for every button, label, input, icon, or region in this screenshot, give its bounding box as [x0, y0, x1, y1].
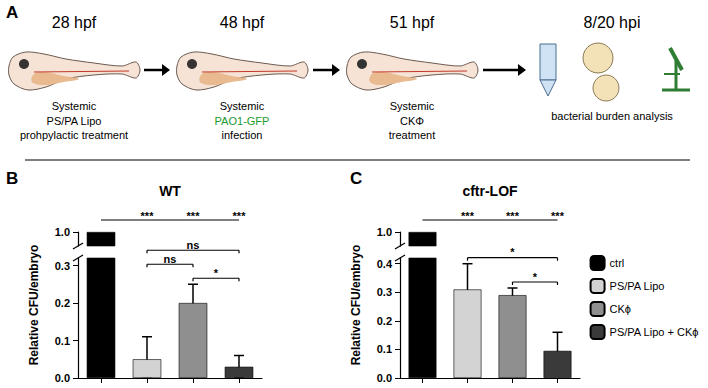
- svg-text:WT: WT: [159, 183, 181, 199]
- svg-text:infection: infection: [222, 129, 263, 141]
- svg-text:C: C: [350, 169, 362, 188]
- svg-text:ctrl: ctrl: [610, 257, 625, 269]
- svg-text:1.0: 1.0: [377, 226, 392, 238]
- svg-text:0.1: 0.1: [377, 343, 392, 355]
- svg-text:Relative CFU/embryo: Relative CFU/embryo: [27, 245, 41, 366]
- svg-text:Systemic: Systemic: [52, 100, 97, 112]
- svg-text:PS/PA Lipo + CKϕ: PS/PA Lipo + CKϕ: [610, 326, 699, 338]
- svg-text:ns: ns: [164, 253, 177, 265]
- svg-text:*: *: [214, 267, 219, 279]
- svg-text:0.3: 0.3: [377, 286, 392, 298]
- svg-text:bacterial burden analysis: bacterial burden analysis: [551, 110, 673, 122]
- svg-text:Systemic: Systemic: [390, 100, 435, 112]
- svg-text:treatment: treatment: [389, 129, 435, 141]
- svg-text:*: *: [510, 246, 515, 258]
- svg-text:51 hpf: 51 hpf: [390, 14, 435, 31]
- svg-text:1.0: 1.0: [55, 226, 70, 238]
- svg-text:Systemic: Systemic: [220, 100, 265, 112]
- svg-text:8/20 hpi: 8/20 hpi: [584, 14, 641, 31]
- svg-text:cftr-LOF: cftr-LOF: [462, 183, 518, 199]
- svg-text:0.1: 0.1: [55, 335, 70, 347]
- svg-text:CKΦ: CKΦ: [400, 115, 424, 127]
- svg-text:28 hpf: 28 hpf: [52, 14, 97, 31]
- svg-text:ns: ns: [187, 239, 200, 251]
- svg-text:CKϕ: CKϕ: [610, 303, 631, 315]
- svg-text:*: *: [533, 271, 538, 283]
- svg-text:0.0: 0.0: [55, 372, 70, 384]
- svg-text:Relative CFU/embryo: Relative CFU/embryo: [349, 245, 363, 366]
- svg-text:PS/PA Lipo: PS/PA Lipo: [47, 115, 102, 127]
- svg-text:0.4: 0.4: [377, 258, 393, 270]
- svg-text:B: B: [6, 169, 18, 188]
- svg-text:PS/PA Lipo: PS/PA Lipo: [610, 280, 665, 292]
- svg-text:prohpylactic treatment: prohpylactic treatment: [20, 129, 128, 141]
- svg-text:A: A: [6, 3, 18, 22]
- svg-text:0.2: 0.2: [55, 297, 70, 309]
- svg-text:0.0: 0.0: [377, 372, 392, 384]
- svg-text:48 hpf: 48 hpf: [220, 14, 265, 31]
- svg-text:0.2: 0.2: [377, 315, 392, 327]
- svg-text:0.3: 0.3: [55, 260, 70, 272]
- svg-text:PAO1-GFP: PAO1-GFP: [215, 115, 270, 127]
